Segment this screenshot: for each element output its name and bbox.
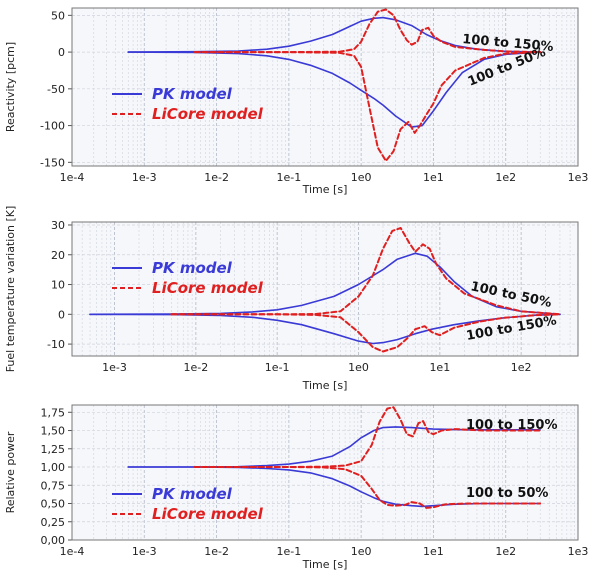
y-tick-label: 20 — [51, 249, 65, 262]
x-tick-label: 1e-2 — [183, 361, 208, 374]
plot-frame — [71, 7, 579, 167]
y-axis-label: Reactivity [pcm] — [4, 42, 17, 132]
x-tick-label: 1e-3 — [102, 361, 127, 374]
x-tick-label: 1e2 — [495, 545, 516, 558]
legend-label-pk: PK model — [152, 259, 233, 277]
y-tick-label: 0,50 — [41, 498, 66, 511]
x-tick-label: 1e0 — [348, 361, 369, 374]
licore-series-line-2 — [193, 406, 542, 468]
y-tick-label: 10 — [51, 279, 65, 292]
legend-label-pk: PK model — [152, 485, 233, 503]
x-tick-label: 1e1 — [423, 171, 444, 184]
x-tick-label: 1e-2 — [204, 171, 229, 184]
x-tick-label: 1e-4 — [60, 171, 85, 184]
y-tick-label: 50 — [51, 9, 65, 22]
pk-series-line-0 — [127, 426, 542, 468]
x-tick-label: 1e-2 — [204, 545, 229, 558]
legend-label-licore: LiCore model — [152, 279, 264, 297]
x-tick-label: 1e-1 — [276, 545, 301, 558]
annotation-label: 100 to 150% — [466, 418, 558, 433]
x-axis-label: Time [s] — [302, 558, 348, 571]
y-tick-label: 1,00 — [41, 461, 66, 474]
x-tick-label: 1e1 — [429, 361, 450, 374]
chart-panel-fuel-temp: 1e-3 1e-2 1e-1 1e0 1e1 1e2 -10 0 10 20 30 Time [s] F… — [4, 206, 579, 392]
x-tick-label: 1e2 — [495, 171, 516, 184]
x-tick-label: 1e-4 — [60, 545, 85, 558]
licore-series-line-3 — [170, 313, 561, 353]
licore-series-line-2 — [170, 227, 561, 316]
legend-label-licore: LiCore model — [152, 105, 264, 123]
x-tick-label: 1e-3 — [132, 171, 157, 184]
x-tick-label: 1e3 — [568, 171, 589, 184]
chart-panel-power: 1e-4 1e-3 1e-2 1e-1 1e0 1e1 1e2 1e3 0,00 0,25 0,50… — [4, 404, 589, 571]
x-tick-label: 1e-1 — [265, 361, 290, 374]
licore-series-line-3 — [193, 466, 542, 509]
legend-label-pk: PK model — [152, 85, 233, 103]
y-axis-label: Relative power — [4, 431, 17, 513]
plot-frame — [71, 221, 579, 357]
y-tick-label: 0,25 — [41, 516, 66, 529]
x-tick-label: 1e0 — [351, 545, 372, 558]
x-tick-label: 1e0 — [351, 171, 372, 184]
x-tick-label: 1e-3 — [132, 545, 157, 558]
plot-area — [72, 405, 578, 540]
y-tick-label: 1,75 — [41, 406, 66, 419]
licore-series-line-2 — [193, 8, 542, 54]
y-tick-label: 0 — [58, 308, 65, 321]
y-tick-label: 30 — [51, 219, 65, 232]
plot-area — [72, 8, 578, 166]
y-tick-label: -100 — [40, 120, 65, 133]
x-tick-label: 1e1 — [423, 545, 444, 558]
y-tick-label: 0 — [58, 46, 65, 59]
y-tick-label: 1,25 — [41, 443, 66, 456]
y-tick-label: 1,50 — [41, 425, 66, 438]
x-tick-label: 1e3 — [568, 545, 589, 558]
y-tick-label: 0,75 — [41, 479, 66, 492]
legend-label-licore: LiCore model — [152, 505, 264, 523]
y-tick-label: 0,00 — [41, 534, 66, 547]
annotation-label: 100 to 50% — [466, 486, 548, 501]
chart-panel-reactivity: 1e-4 1e-3 1e-2 1e-1 1e0 1e1 1e2 1e3 -150 -100 -50 0… — [4, 7, 589, 196]
licore-series-line-3 — [193, 51, 542, 162]
x-axis-label: Time [s] — [302, 183, 348, 196]
x-tick-label: 1e-1 — [276, 171, 301, 184]
plot-area — [72, 222, 578, 356]
plot-frame — [71, 404, 579, 541]
y-tick-label: -10 — [47, 338, 65, 351]
y-tick-label: -150 — [40, 156, 65, 169]
y-tick-label: -50 — [47, 83, 65, 96]
x-axis-label: Time [s] — [302, 379, 348, 392]
y-axis-label: Fuel temperature variation [K] — [4, 206, 17, 373]
pk-series-line-1 — [127, 51, 542, 128]
x-tick-label: 1e2 — [511, 361, 532, 374]
